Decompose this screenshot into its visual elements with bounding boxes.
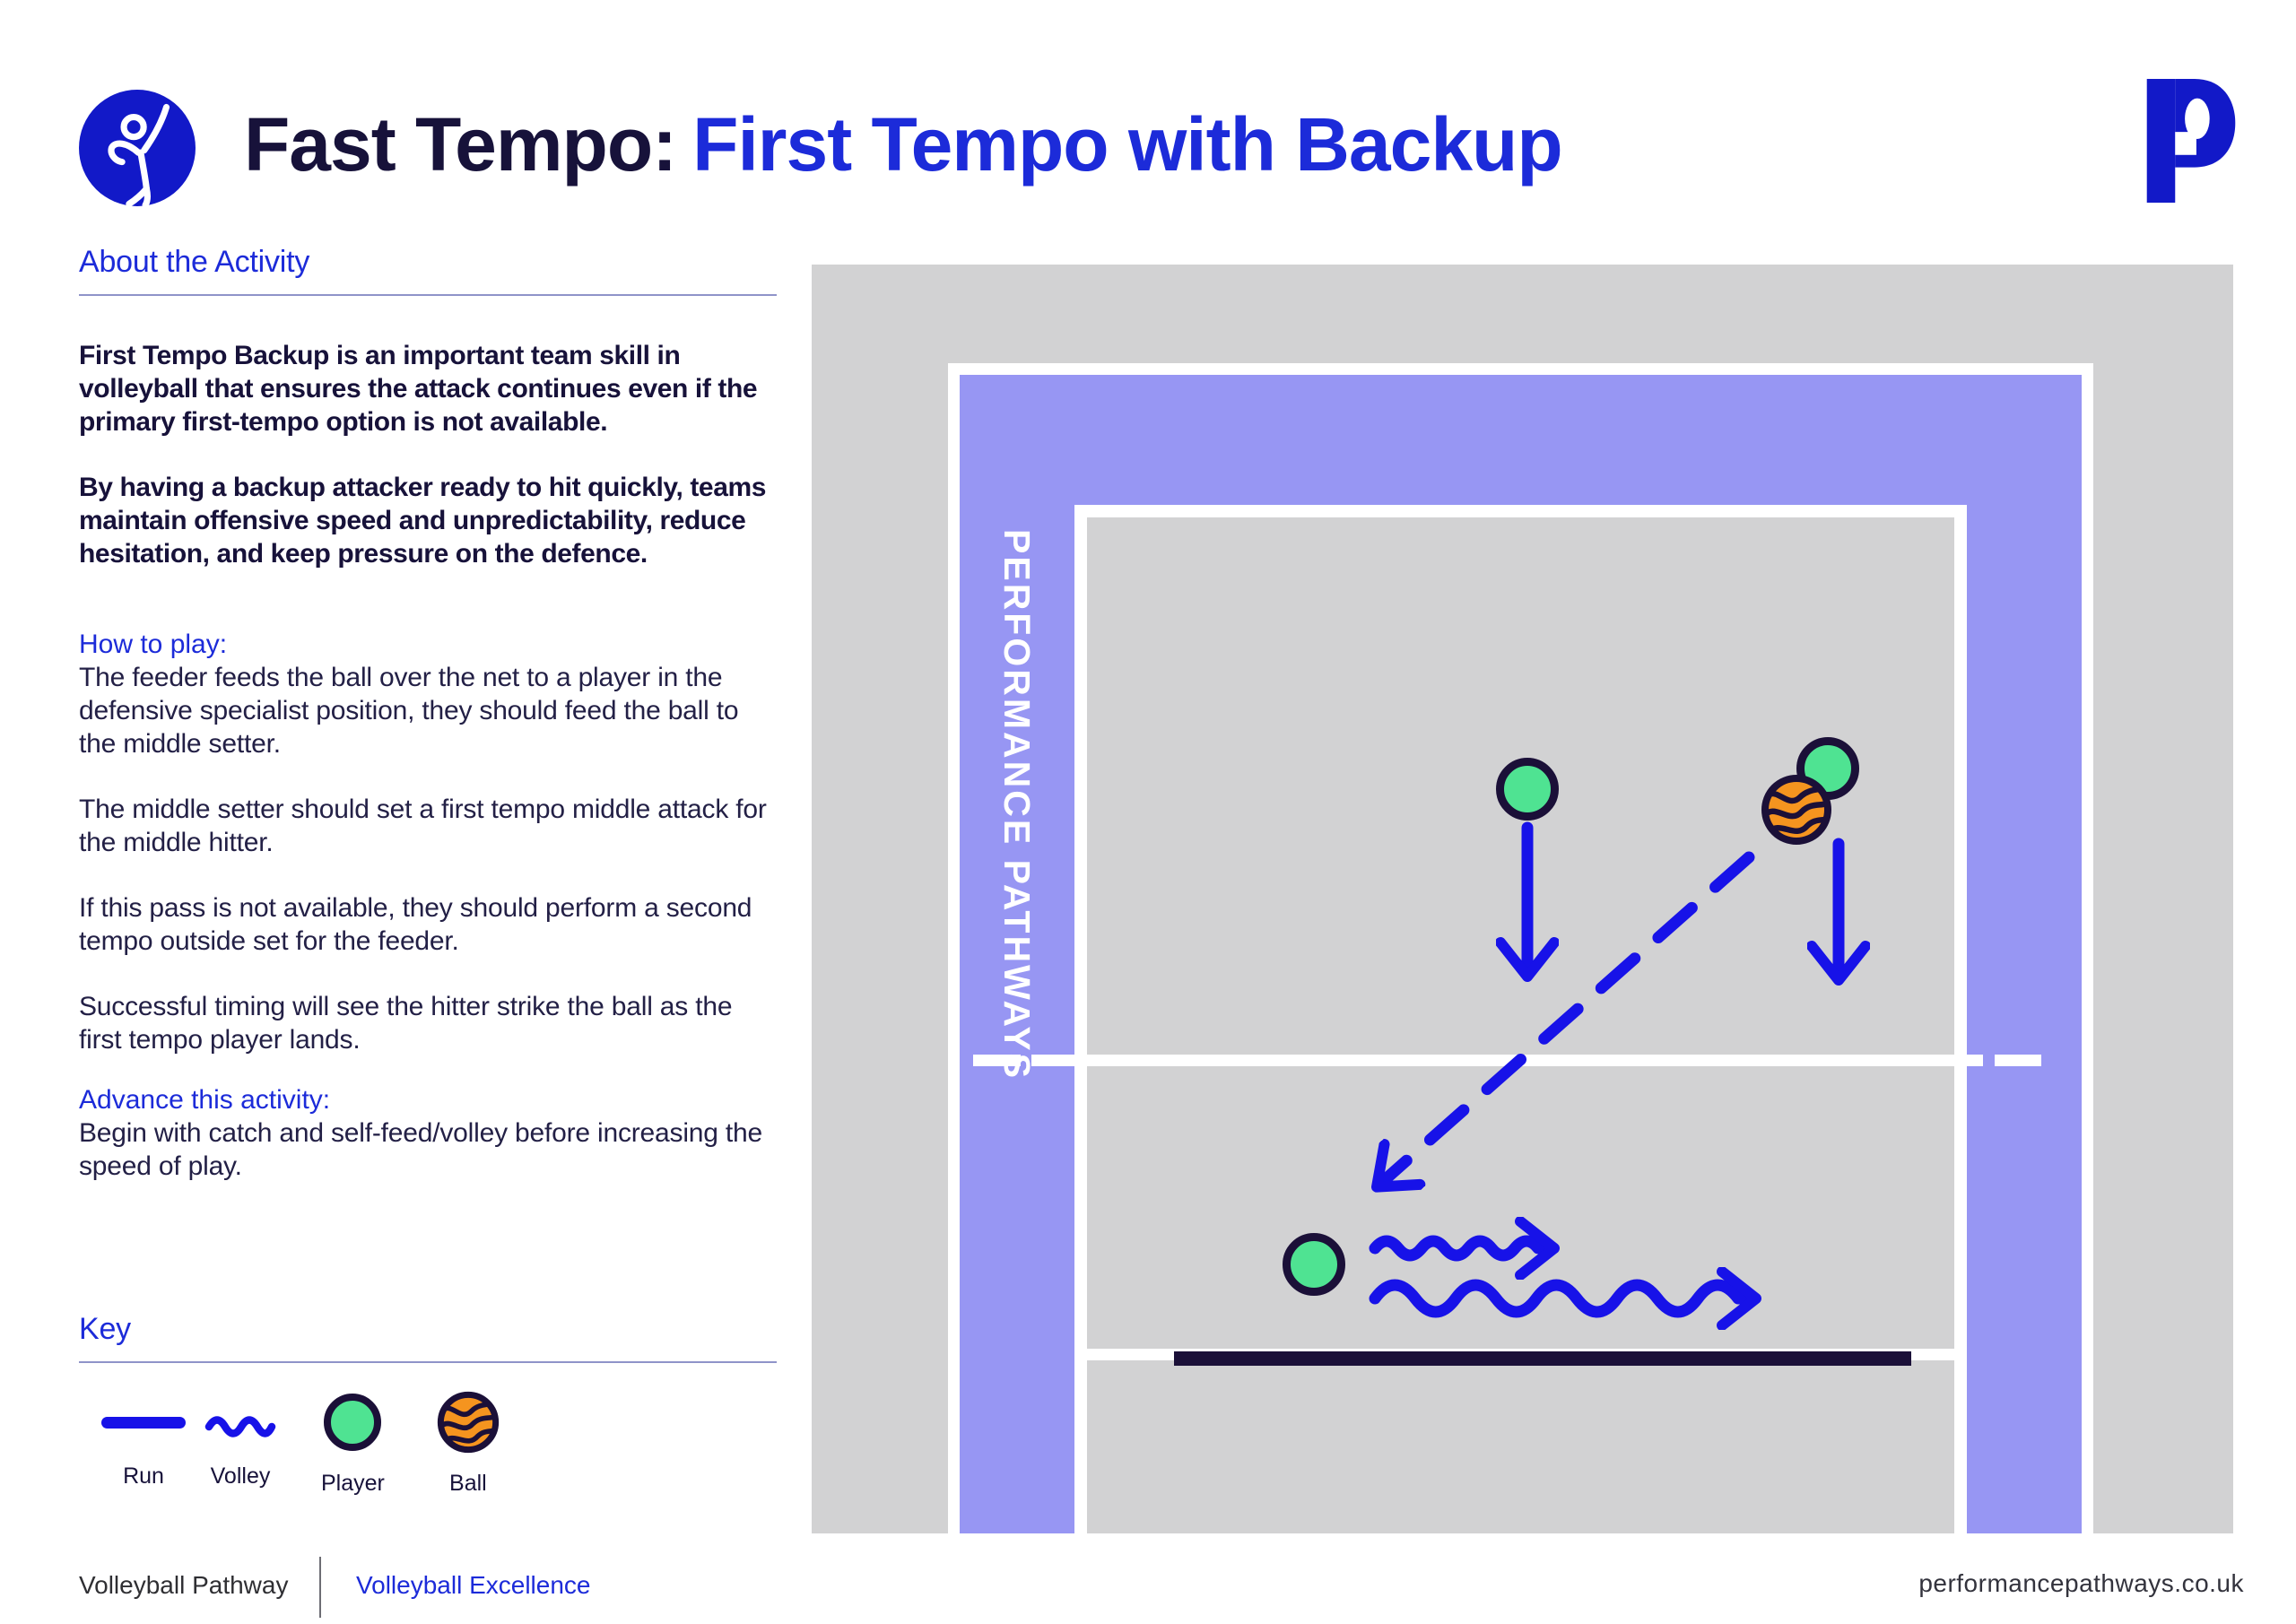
- about-heading-rule: [79, 294, 777, 296]
- court-border-left: [960, 375, 1074, 1533]
- net-line-segment: [973, 1055, 1021, 1066]
- baseline-marker: [1174, 1351, 1911, 1366]
- how-to-play-label: How to play:: [79, 630, 228, 659]
- key-label-volley: Volley: [210, 1463, 271, 1489]
- advance-activity-label: Advance this activity:: [79, 1085, 331, 1115]
- page-title-prefix: Fast Tempo:: [244, 102, 677, 187]
- net-line-segment: [1031, 1055, 1983, 1066]
- about-paragraph: First Tempo Backup is an important team …: [79, 341, 758, 437]
- performance-pathways-watermark: PERFORMANCE PATHWAYS: [996, 529, 1039, 1081]
- about-section: About the Activity First Tempo Backup is…: [79, 244, 777, 1183]
- advance-activity-paragraph: Begin with catch and self-feed/volley be…: [79, 1118, 762, 1181]
- page-title-accent: First Tempo with Backup: [692, 102, 1563, 187]
- key-heading: Key: [79, 1312, 131, 1346]
- key-item-ball: Ball: [437, 1391, 500, 1497]
- footer-pathway-label: Volleyball Pathway: [79, 1571, 289, 1599]
- player-middle-hitter: [1496, 758, 1559, 821]
- player-circle-icon: [324, 1394, 382, 1451]
- how-to-play-paragraph: Successful timing will see the hitter st…: [79, 992, 733, 1055]
- how-to-play-paragraph: The middle setter should set a first tem…: [79, 795, 767, 857]
- volleyball: [1761, 775, 1831, 845]
- court-border-right: [1967, 375, 2082, 1533]
- about-paragraph: By having a backup attacker ready to hit…: [79, 473, 767, 569]
- how-to-play-paragraph: The feeder feeds the ball over the net t…: [79, 663, 739, 759]
- key-item-player: Player: [321, 1394, 385, 1497]
- key-heading-rule: [79, 1361, 777, 1363]
- how-to-play-paragraph: If this pass is not available, they shou…: [79, 893, 752, 956]
- footer-excellence-label: Volleyball Excellence: [356, 1571, 591, 1599]
- net-line-segment: [1995, 1055, 2041, 1066]
- court-border-top: [960, 375, 2082, 505]
- court-playing-area: [1087, 517, 1954, 1533]
- key-item-run: Run: [101, 1394, 186, 1489]
- key-label-run: Run: [123, 1463, 164, 1489]
- page-title: Fast Tempo: First Tempo with Backup: [244, 101, 1563, 188]
- player-feeder: [1283, 1233, 1345, 1296]
- footer-website-url: performancepathways.co.uk: [1918, 1569, 2244, 1597]
- key-legend-row: Run Volley Player: [79, 1391, 777, 1497]
- key-label-player: Player: [321, 1471, 385, 1496]
- volleyball-icon: [437, 1391, 499, 1454]
- key-item-volley: Volley: [204, 1394, 276, 1489]
- court-diagram: PERFORMANCE PATHWAYS: [812, 265, 2233, 1533]
- performance-pathways-logo: [2146, 79, 2236, 203]
- run-line-icon: [101, 1416, 186, 1429]
- volleyball-player-icon: [79, 90, 196, 206]
- footer-divider: [319, 1557, 321, 1618]
- key-label-ball: Ball: [449, 1471, 487, 1496]
- volley-wave-icon: [204, 1416, 276, 1437]
- about-heading: About the Activity: [79, 245, 310, 279]
- key-section: Key Run Volley Player: [79, 1311, 777, 1497]
